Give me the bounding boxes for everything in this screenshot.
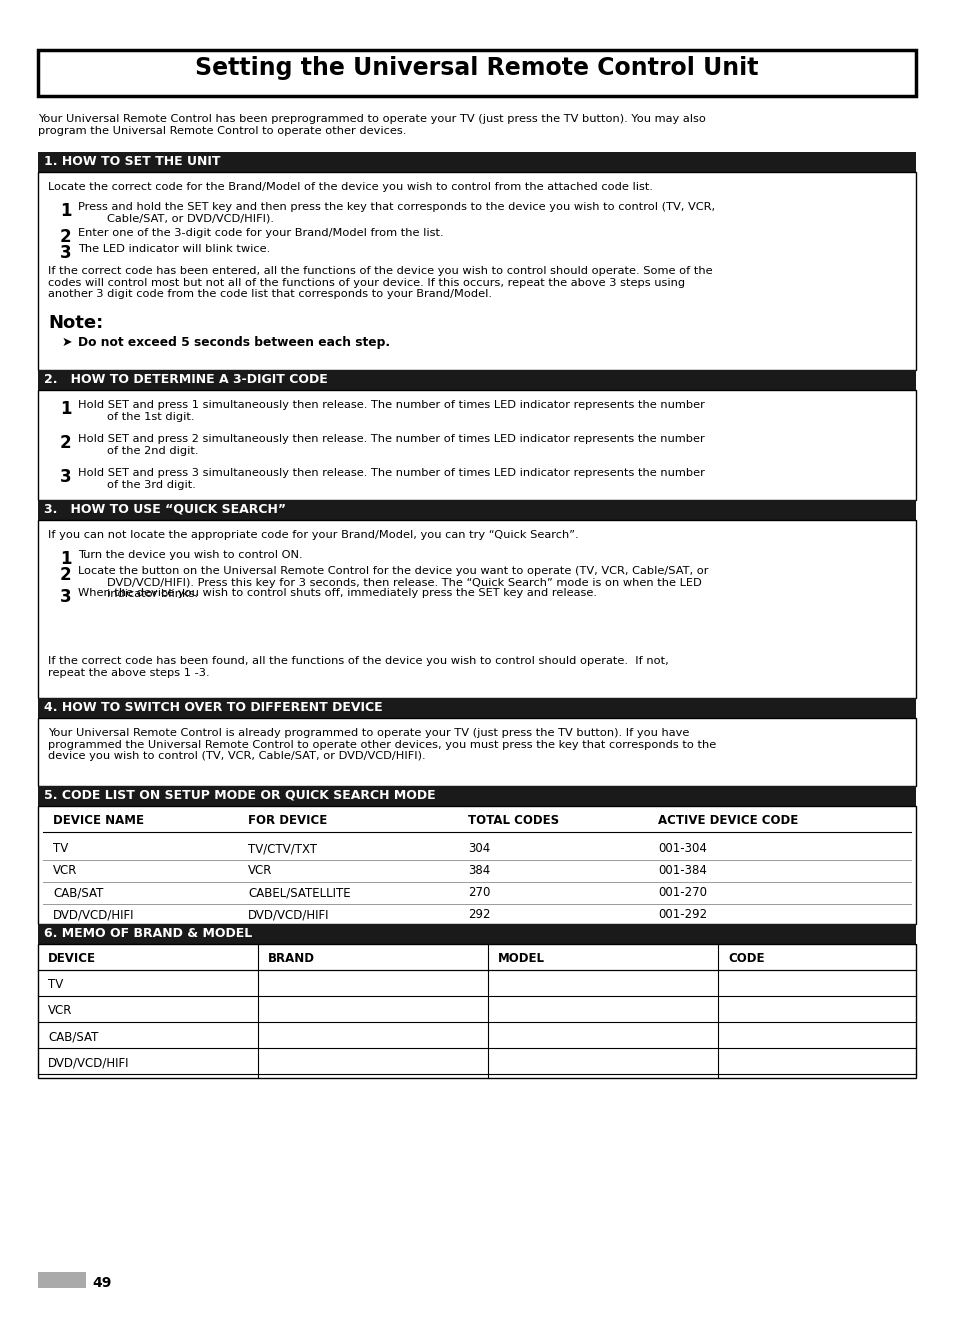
FancyBboxPatch shape	[38, 152, 915, 172]
Text: Note:: Note:	[48, 314, 103, 332]
Text: MODEL: MODEL	[497, 952, 544, 965]
Text: Hold SET and press 1 simultaneously then release. The number of times LED indica: Hold SET and press 1 simultaneously then…	[78, 400, 704, 422]
Text: TOTAL CODES: TOTAL CODES	[468, 814, 558, 827]
Text: 3.   HOW TO USE “QUICK SEARCH”: 3. HOW TO USE “QUICK SEARCH”	[44, 503, 286, 516]
Text: Turn the device you wish to control ON.: Turn the device you wish to control ON.	[78, 550, 302, 560]
Text: CAB/SAT: CAB/SAT	[48, 1030, 98, 1044]
Text: DVD/VCD/HIFI: DVD/VCD/HIFI	[48, 1055, 130, 1069]
Text: CAB/SAT: CAB/SAT	[53, 886, 103, 899]
Text: VCR: VCR	[53, 865, 77, 876]
Text: Your Universal Remote Control has been preprogrammed to operate your TV (just pr: Your Universal Remote Control has been p…	[38, 114, 705, 135]
Text: Hold SET and press 2 simultaneously then release. The number of times LED indica: Hold SET and press 2 simultaneously then…	[78, 434, 704, 456]
Text: 1. HOW TO SET THE UNIT: 1. HOW TO SET THE UNIT	[44, 155, 220, 168]
Text: TV: TV	[48, 979, 63, 991]
Text: FOR DEVICE: FOR DEVICE	[248, 814, 327, 827]
Text: 2: 2	[60, 228, 71, 247]
Text: TV/CTV/TXT: TV/CTV/TXT	[248, 842, 316, 855]
Text: TV: TV	[53, 842, 69, 855]
Text: Do not exceed 5 seconds between each step.: Do not exceed 5 seconds between each ste…	[78, 335, 390, 349]
Text: BRAND: BRAND	[268, 952, 314, 965]
Text: The LED indicator will blink twice.: The LED indicator will blink twice.	[78, 244, 270, 255]
Text: 2.   HOW TO DETERMINE A 3-DIGIT CODE: 2. HOW TO DETERMINE A 3-DIGIT CODE	[44, 373, 328, 386]
Text: VCR: VCR	[48, 1004, 72, 1017]
Text: 1: 1	[60, 400, 71, 418]
Text: 4. HOW TO SWITCH OVER TO DIFFERENT DEVICE: 4. HOW TO SWITCH OVER TO DIFFERENT DEVIC…	[44, 701, 382, 713]
Text: When the device you wish to control shuts off, immediately press the SET key and: When the device you wish to control shut…	[78, 587, 597, 598]
Text: 49: 49	[91, 1276, 112, 1290]
Text: 2: 2	[60, 566, 71, 583]
FancyBboxPatch shape	[38, 717, 915, 786]
Text: Press and hold the SET key and then press the key that corresponds to the device: Press and hold the SET key and then pres…	[78, 202, 715, 224]
Text: If the correct code has been found, all the functions of the device you wish to : If the correct code has been found, all …	[48, 656, 668, 678]
FancyBboxPatch shape	[38, 370, 915, 390]
Text: 384: 384	[468, 865, 490, 876]
Text: Setting the Universal Remote Control Unit: Setting the Universal Remote Control Uni…	[195, 56, 758, 80]
Text: CODE: CODE	[727, 952, 763, 965]
FancyBboxPatch shape	[38, 697, 915, 717]
Text: Hold SET and press 3 simultaneously then release. The number of times LED indica: Hold SET and press 3 simultaneously then…	[78, 468, 704, 489]
FancyBboxPatch shape	[38, 806, 915, 924]
Text: DEVICE NAME: DEVICE NAME	[53, 814, 144, 827]
FancyBboxPatch shape	[38, 500, 915, 520]
FancyBboxPatch shape	[38, 924, 915, 944]
FancyBboxPatch shape	[38, 944, 915, 1078]
Text: 001-384: 001-384	[658, 865, 706, 876]
Text: 2: 2	[60, 434, 71, 452]
Text: 3: 3	[60, 587, 71, 606]
Text: 1: 1	[60, 550, 71, 568]
Text: 3: 3	[60, 244, 71, 263]
FancyBboxPatch shape	[38, 172, 915, 370]
Text: Your Universal Remote Control is already programmed to operate your TV (just pre: Your Universal Remote Control is already…	[48, 728, 716, 761]
Text: DVD/VCD/HIFI: DVD/VCD/HIFI	[53, 908, 134, 922]
Text: Locate the correct code for the Brand/Model of the device you wish to control fr: Locate the correct code for the Brand/Mo…	[48, 182, 652, 192]
Text: If you can not locate the appropriate code for your Brand/Model, you can try “Qu: If you can not locate the appropriate co…	[48, 530, 578, 540]
Text: 001-270: 001-270	[658, 886, 706, 899]
FancyBboxPatch shape	[38, 50, 915, 95]
Text: 6. MEMO OF BRAND & MODEL: 6. MEMO OF BRAND & MODEL	[44, 927, 252, 940]
Text: Enter one of the 3-digit code for your Brand/Model from the list.: Enter one of the 3-digit code for your B…	[78, 228, 443, 237]
Text: Locate the button on the Universal Remote Control for the device you want to ope: Locate the button on the Universal Remot…	[78, 566, 708, 599]
Text: 5. CODE LIST ON SETUP MODE OR QUICK SEARCH MODE: 5. CODE LIST ON SETUP MODE OR QUICK SEAR…	[44, 789, 436, 802]
Text: 1: 1	[60, 202, 71, 220]
Text: 292: 292	[468, 908, 490, 922]
Text: 001-292: 001-292	[658, 908, 706, 922]
FancyBboxPatch shape	[38, 520, 915, 697]
Text: VCR: VCR	[248, 865, 273, 876]
Text: 270: 270	[468, 886, 490, 899]
FancyBboxPatch shape	[38, 1272, 86, 1288]
FancyBboxPatch shape	[38, 390, 915, 500]
Text: 001-304: 001-304	[658, 842, 706, 855]
Text: If the correct code has been entered, all the functions of the device you wish t: If the correct code has been entered, al…	[48, 267, 712, 300]
Text: DEVICE: DEVICE	[48, 952, 96, 965]
Text: DVD/VCD/HIFI: DVD/VCD/HIFI	[248, 908, 329, 922]
Text: ACTIVE DEVICE CODE: ACTIVE DEVICE CODE	[658, 814, 798, 827]
Text: CABEL/SATELLITE: CABEL/SATELLITE	[248, 886, 351, 899]
Text: 3: 3	[60, 468, 71, 487]
FancyBboxPatch shape	[38, 786, 915, 806]
Text: 304: 304	[468, 842, 490, 855]
Text: ➤: ➤	[62, 335, 72, 349]
